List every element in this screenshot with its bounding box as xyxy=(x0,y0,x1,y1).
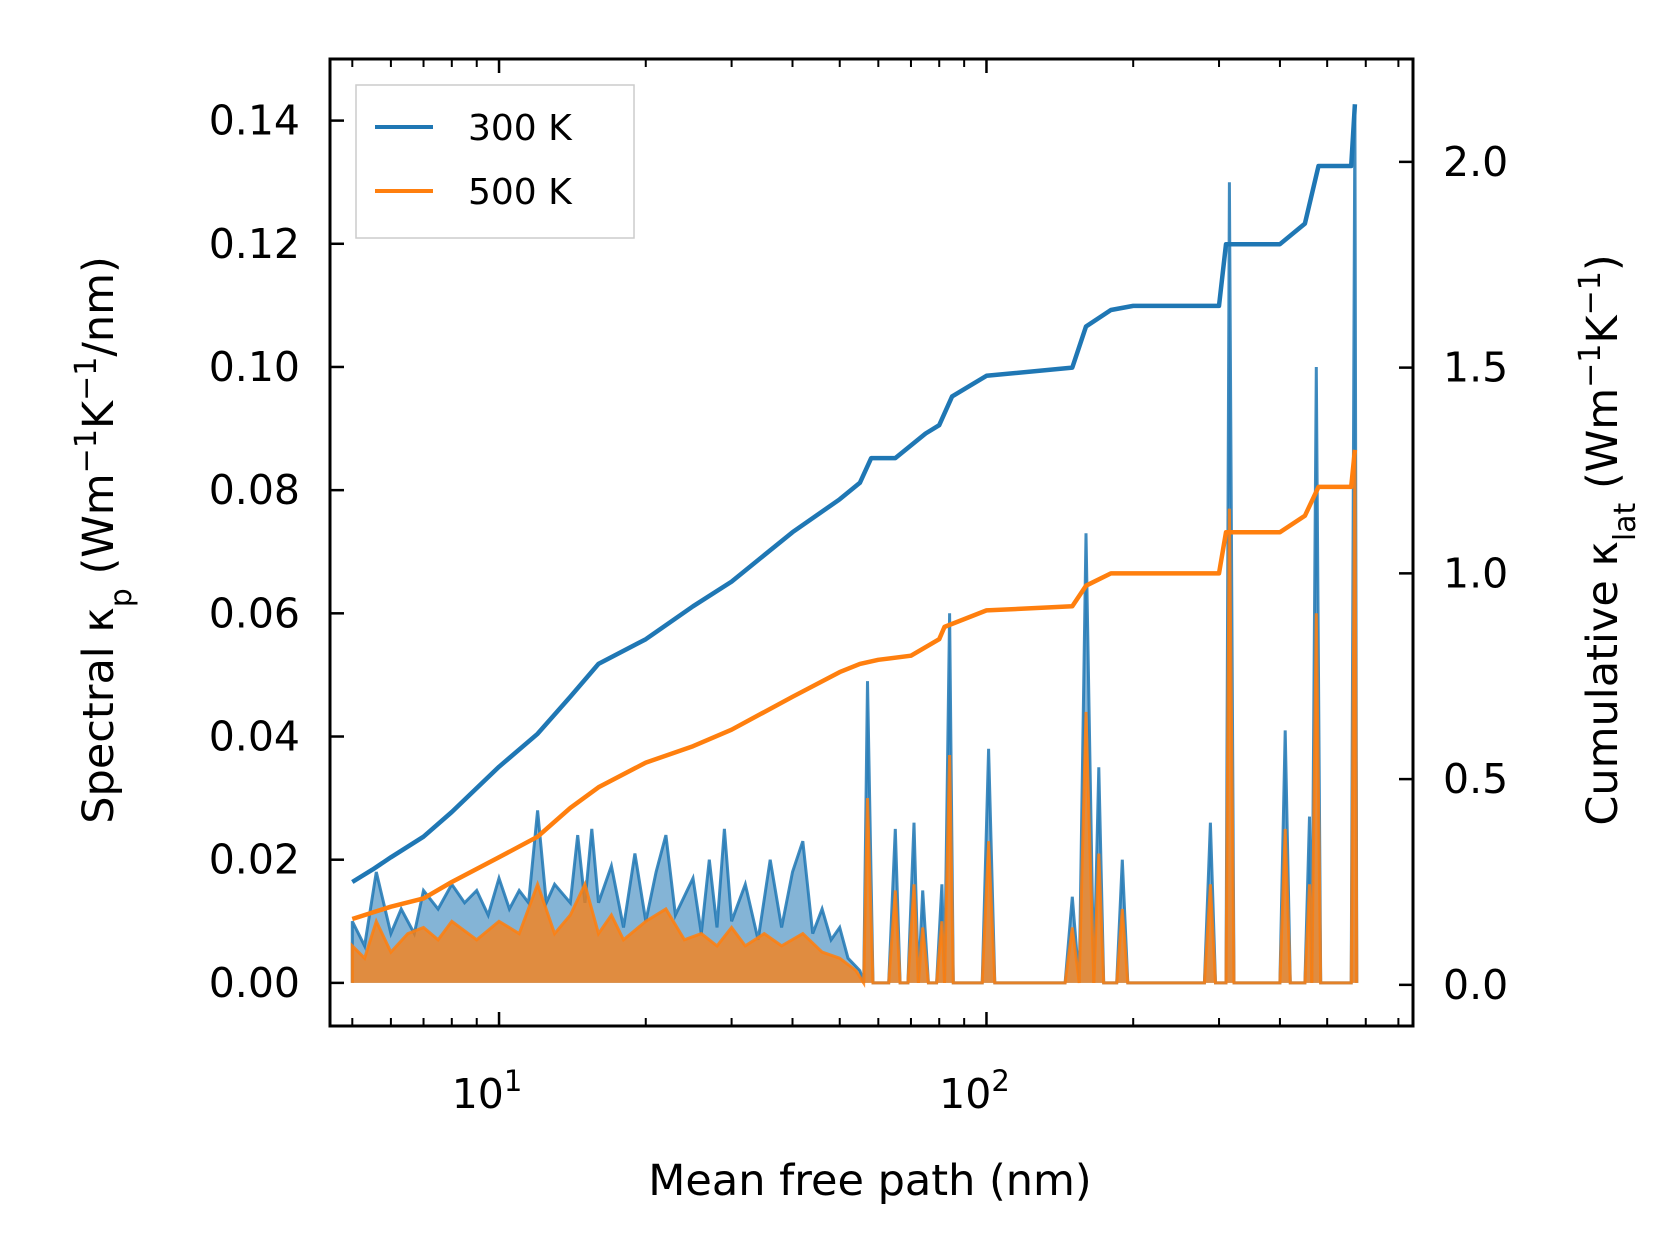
axis-ticks: 0.00 0.02 0.04 0.06 0.08 0.10 0.12 0.14 0.0 0.5 1.… xyxy=(209,59,1508,1118)
legend-frame xyxy=(355,84,635,239)
y-axis-right-label: Cumulative κlat (Wm−1K−1) xyxy=(1573,254,1643,825)
y-axis-left-label: Spectral κp (Wm−1K−1/nm) xyxy=(69,256,139,824)
legend-label-300k: 300 K xyxy=(468,108,573,149)
spectral-line-300k xyxy=(350,108,1359,985)
spectral-area-300k xyxy=(352,108,1357,983)
spectral-line-500k xyxy=(350,453,1359,988)
plot-layer xyxy=(350,104,1359,988)
x-axis-label: Mean free path (nm) xyxy=(648,1156,1091,1206)
y-left-tick-label: 0.10 xyxy=(209,343,300,391)
spectral-area-500k xyxy=(352,453,1357,983)
cumulative-line-300k xyxy=(351,104,1358,884)
y-right-tick-label: 0.5 xyxy=(1443,755,1508,803)
y-left-tick-label: 0.00 xyxy=(209,959,300,1007)
y-left-tick-label: 0.02 xyxy=(209,836,300,884)
legend-label-500k: 500 K xyxy=(468,172,573,213)
y-left-tick-label: 0.04 xyxy=(209,713,300,761)
y-left-tick-label: 0.14 xyxy=(209,97,300,145)
y-right-tick-label: 2.0 xyxy=(1443,138,1508,186)
x-tick-label: 101 xyxy=(452,1064,523,1118)
y-right-tick-label: 0.0 xyxy=(1443,961,1508,1009)
y-left-tick-label: 0.12 xyxy=(209,220,300,268)
y-right-tick-label: 1.5 xyxy=(1443,344,1508,392)
y-left-tick-label: 0.08 xyxy=(209,466,300,514)
y-left-tick-label: 0.06 xyxy=(209,589,300,637)
x-tick-label: 102 xyxy=(939,1064,1010,1118)
cumulative-line-500k xyxy=(351,449,1358,922)
y-right-tick-label: 1.0 xyxy=(1443,549,1508,597)
plot-frame xyxy=(328,57,1415,1028)
legend: 300 K 500 K xyxy=(355,84,635,239)
